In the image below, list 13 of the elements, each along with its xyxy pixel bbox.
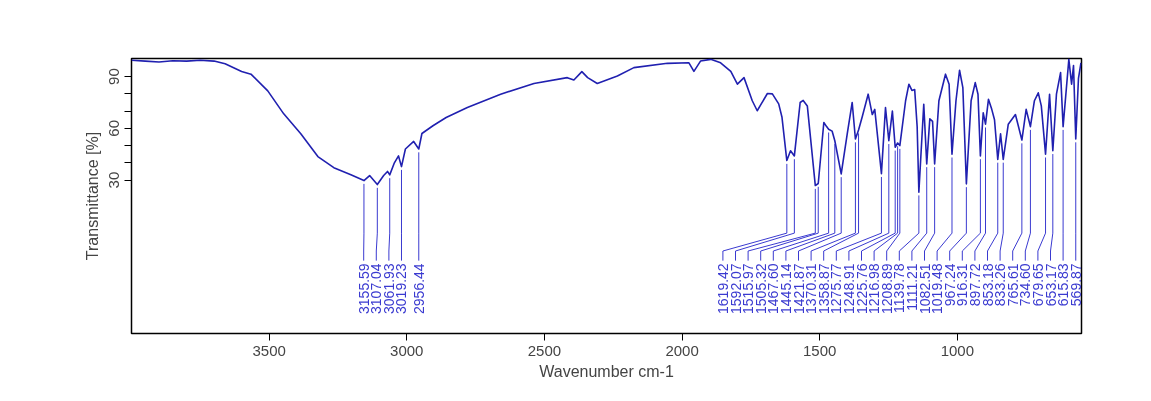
y-tick-label: 90 [105, 68, 123, 85]
y-tick-label: 30 [105, 171, 123, 189]
y-axis-title: Transmittance [%] [83, 131, 101, 261]
y-tick-label: 60 [105, 119, 123, 137]
x-tick-label: 1000 [940, 341, 975, 359]
x-tick-label: 3500 [252, 341, 286, 359]
x-tick-label: 3000 [390, 341, 424, 359]
x-tick-label: 2000 [665, 341, 699, 359]
x-axis-title: Wavenumber cm-1 [539, 362, 674, 380]
annotation: 2956.44 [410, 263, 427, 314]
x-tick-label: 2500 [527, 341, 562, 359]
x-tick-label: 1500 [803, 341, 837, 359]
line-series [131, 58, 1082, 193]
